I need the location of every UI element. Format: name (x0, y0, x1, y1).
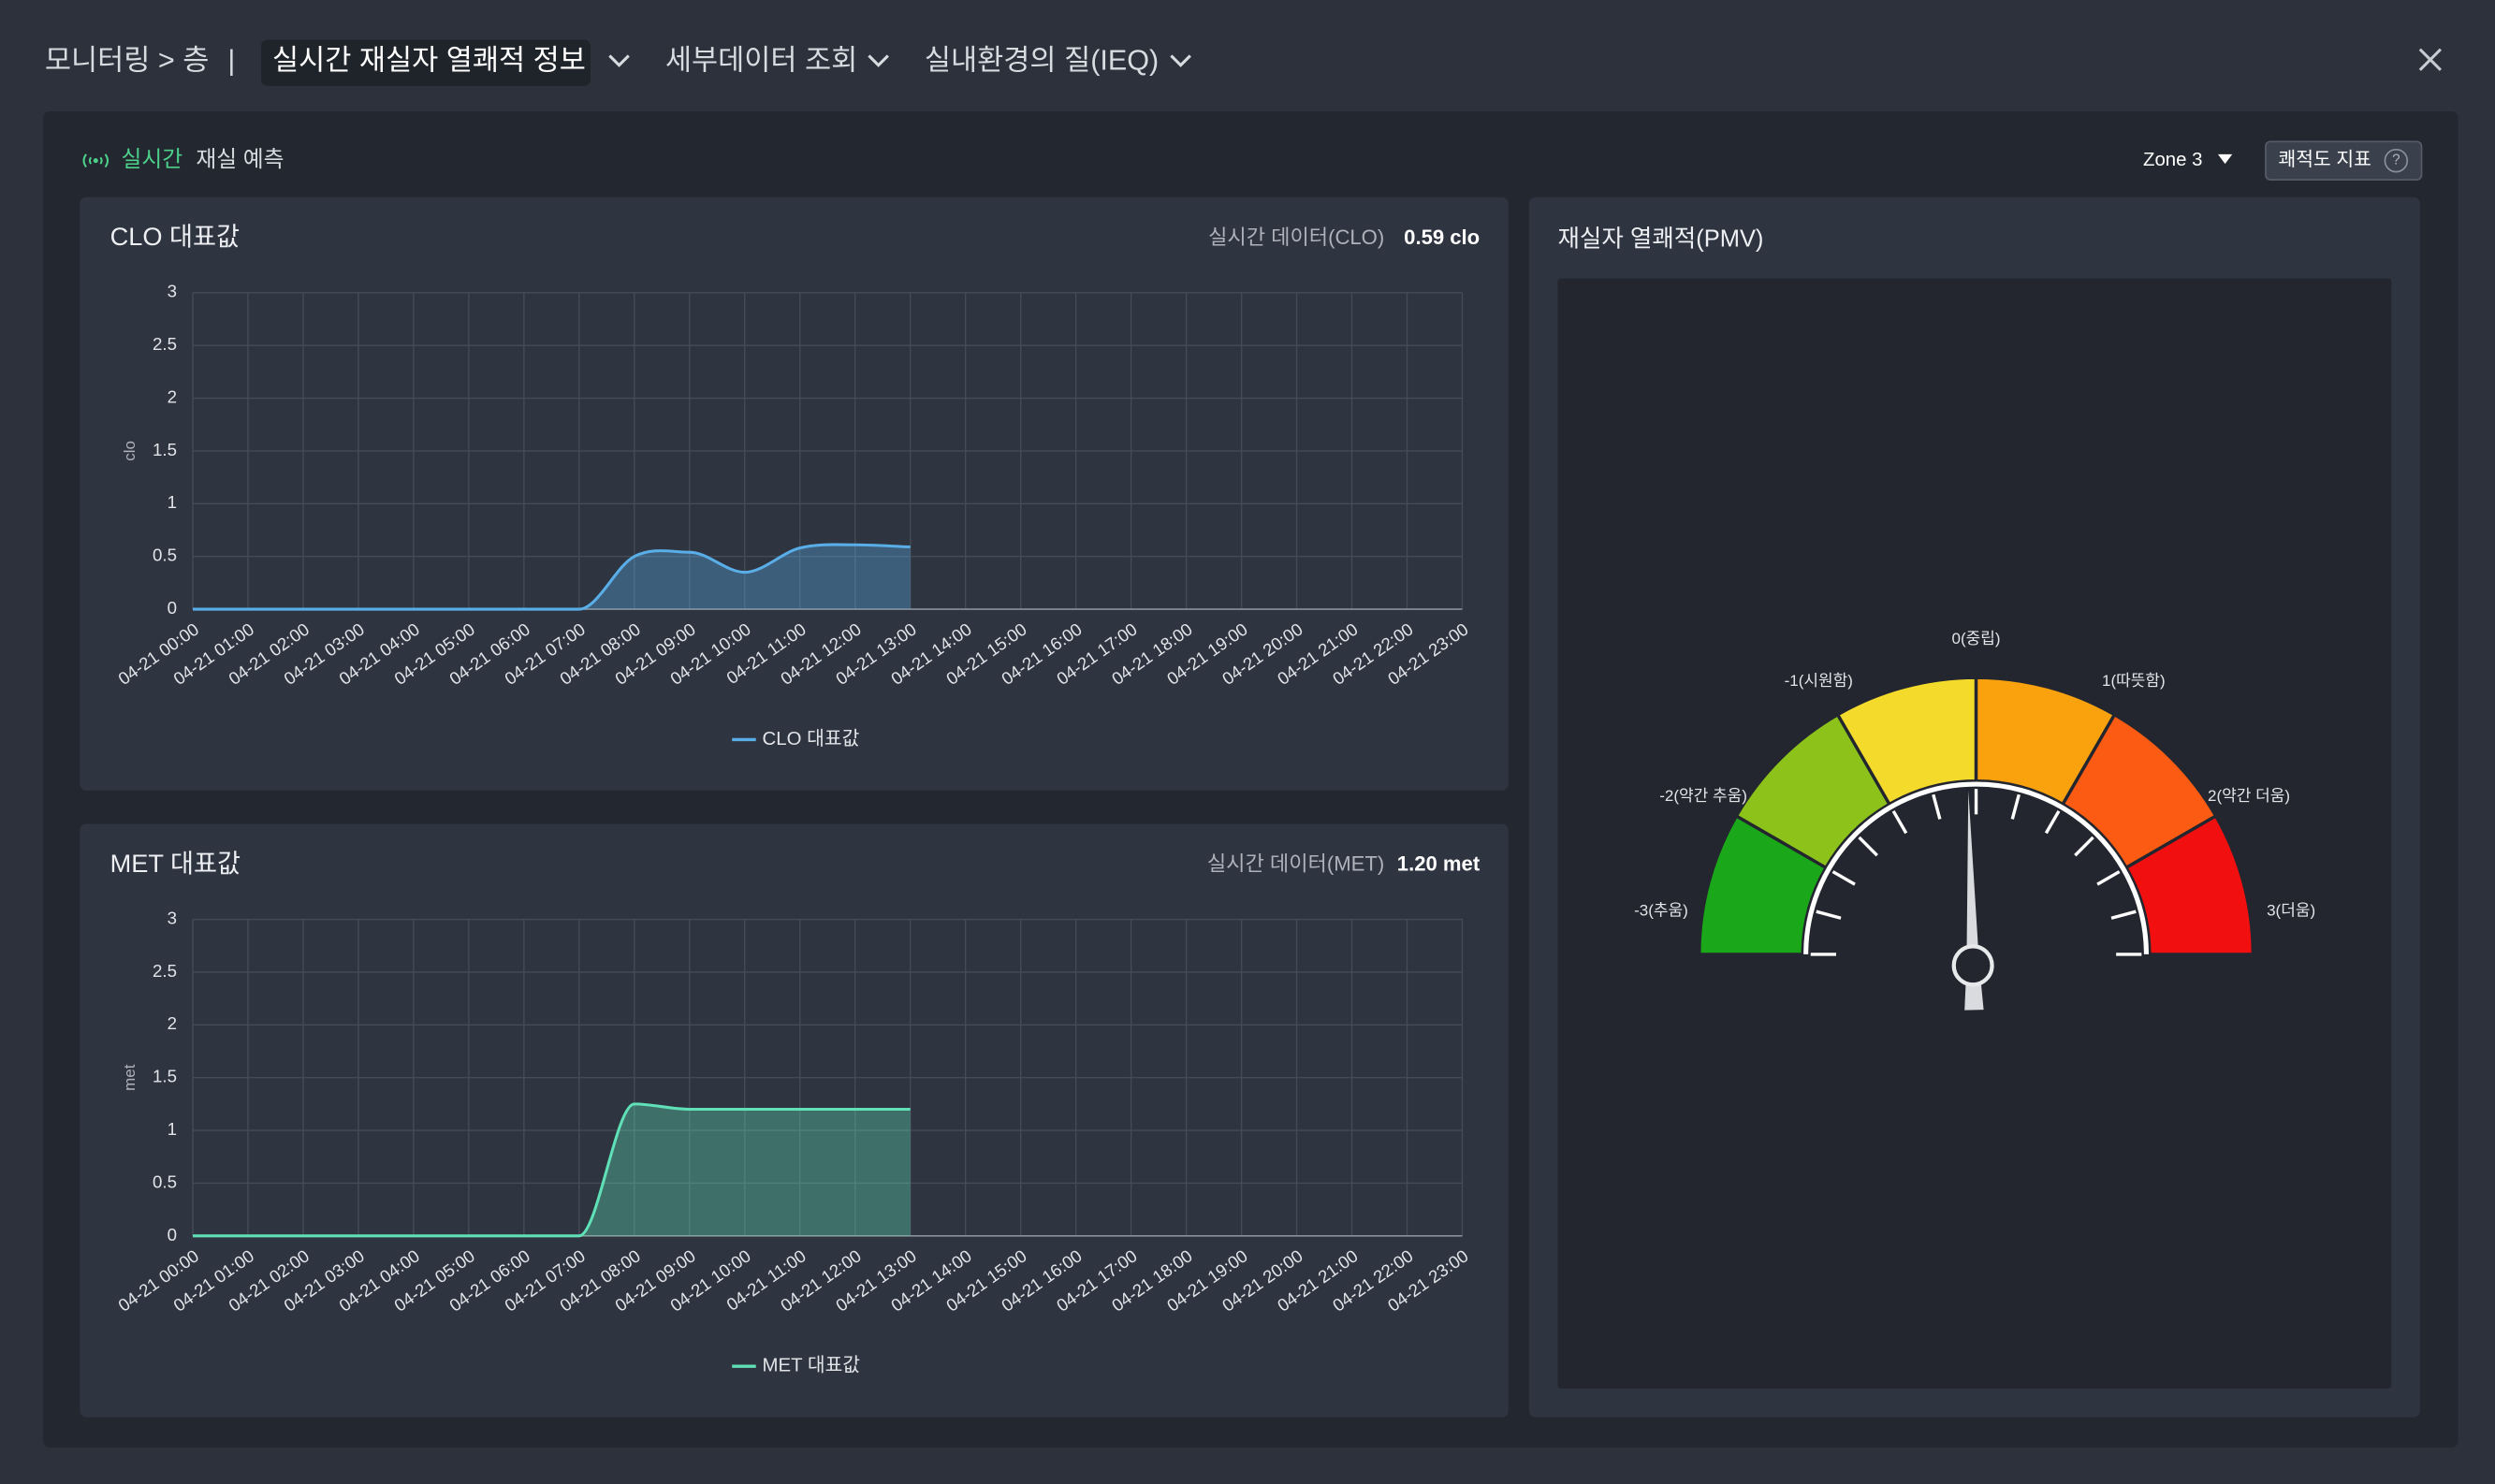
gauge-label: 1(따뜻함) (2102, 672, 2166, 690)
y-tick-label: 1 (168, 1119, 177, 1139)
help-label[interactable]: ? (2392, 153, 2400, 168)
breadcrumb: 모니터링 > 층 (45, 44, 210, 76)
live-dot (93, 158, 98, 164)
gauge-tick (2074, 836, 2094, 857)
gauge-tick (2096, 870, 2121, 886)
gauge-tick (2044, 809, 2061, 835)
index-button[interactable] (2265, 140, 2423, 181)
index-button-label[interactable]: 쾌적도 지표 (2279, 149, 2371, 170)
y-tick-label: 1.5 (153, 1067, 177, 1086)
gauge-pivot (1951, 944, 1994, 987)
gauge-band (2123, 813, 2255, 956)
tab[interactable]: 세부데이터 조회 (665, 44, 857, 76)
line (192, 1102, 911, 1238)
close-button[interactable] (2418, 48, 2443, 71)
tab[interactable]: 실시간 재실자 열쾌적 정보 (272, 44, 586, 76)
area (192, 545, 911, 610)
gauge-label: 0(중립) (1952, 630, 2001, 647)
zone-select[interactable]: Zone 3 (2143, 150, 2202, 170)
help-icon[interactable] (2384, 148, 2409, 173)
dropdown-arrow[interactable] (2217, 153, 2233, 165)
y-tick-label: 1 (168, 492, 177, 512)
chevron[interactable] (868, 54, 889, 67)
gauge-tick (2110, 909, 2137, 920)
line (192, 543, 911, 611)
chevron[interactable] (1170, 54, 1191, 67)
separator: | (227, 44, 235, 76)
card (80, 196, 1509, 791)
y-axis-label: clo (121, 441, 139, 461)
gauge-tick (1858, 836, 1878, 857)
gauge-tick (1891, 809, 1908, 835)
y-tick-label: 1.5 (153, 440, 177, 459)
y-tick-label: 0.5 (153, 546, 177, 565)
chevron[interactable] (608, 54, 630, 67)
gauge-title: 재실자 열쾌적(PMV) (1557, 226, 1763, 252)
gauge-label: 3(더움) (2267, 902, 2315, 920)
gauge-tick (1816, 909, 1842, 920)
y-tick-label: 2.5 (153, 334, 177, 354)
live-label: 실시간 (121, 147, 182, 172)
tab[interactable]: 실내환경의 질(IEQ) (925, 44, 1159, 76)
active-tab-bg (261, 39, 591, 86)
panel-title: 재실 예측 (196, 147, 284, 172)
legend-label: CLO 대표값 (763, 728, 860, 749)
gauge-ring (1803, 781, 2149, 954)
y-tick-label: 2.5 (153, 961, 177, 981)
chart-title: MET 대표값 (110, 849, 241, 878)
y-axis-label: met (121, 1064, 139, 1091)
y-tick-label: 0 (168, 598, 177, 618)
gauge-area (1557, 278, 2392, 1389)
y-tick-label: 3 (168, 282, 177, 301)
y-tick-label: 2 (168, 386, 177, 406)
chart-title: CLO 대표값 (110, 222, 241, 251)
gauge-label: -2(약간 추움) (1659, 787, 1747, 805)
gauge-tick (1932, 793, 1942, 820)
y-tick-label: 0.5 (153, 1171, 177, 1191)
realtime-value: 0.59 clo (1404, 226, 1480, 249)
gauge-label: -1(시원함) (1785, 672, 1853, 690)
legend-label: MET 대표값 (763, 1355, 861, 1376)
gauge-tick (1831, 870, 1856, 886)
gauge-label: 2(약간 더움) (2208, 787, 2290, 805)
live-icon (82, 153, 109, 168)
gauge-label: -3(추움) (1634, 902, 1688, 920)
y-tick-label: 0 (168, 1225, 177, 1244)
y-tick-label: 3 (168, 908, 177, 927)
realtime-value: 1.20 met (1397, 852, 1481, 876)
gauge-tick (2010, 793, 2021, 820)
realtime-label: 실시간 데이터(CLO) (1208, 226, 1384, 249)
area (192, 1103, 911, 1236)
realtime-label: 실시간 데이터(MET) (1207, 852, 1384, 876)
y-tick-label: 2 (168, 1013, 177, 1033)
